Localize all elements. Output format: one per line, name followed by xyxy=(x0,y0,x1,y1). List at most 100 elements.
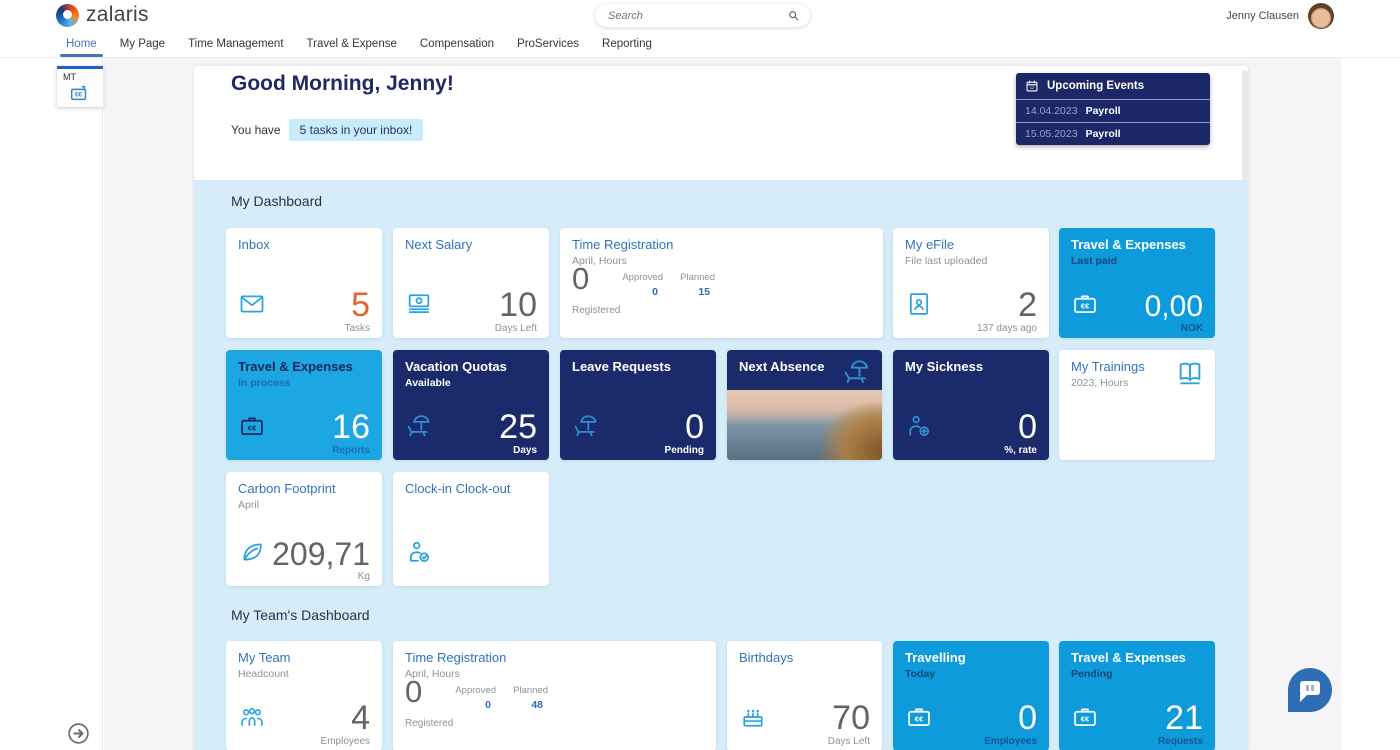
nav-tab-time-management[interactable]: Time Management xyxy=(188,37,284,50)
tile-unit: Days xyxy=(513,445,537,456)
tile-value: 0 xyxy=(685,408,704,446)
tile-title: Birthdays xyxy=(739,650,794,665)
tile-title: My Trainings xyxy=(1071,359,1145,374)
tile-title: Vacation Quotas xyxy=(405,359,507,374)
nav-tab-home[interactable]: Home xyxy=(60,34,103,57)
sidebar-shortcut-travel[interactable]: MT €€ xyxy=(57,66,103,107)
tile-title: My eFile xyxy=(905,237,955,252)
tile-title: Travelling xyxy=(905,650,966,665)
tile-my-trainings[interactable]: My Trainings 2023, Hours xyxy=(1059,350,1215,460)
tile-title: Travel & Expenses xyxy=(1071,650,1186,665)
tile-title: Travel & Expenses xyxy=(1071,237,1186,252)
tile-title: My Team xyxy=(238,650,291,665)
tile-time-registration-team[interactable]: Time Registration April, Hours 0 Registe… xyxy=(393,641,716,750)
tile-my-team[interactable]: My Team Headcount 4 Employees xyxy=(226,641,382,750)
tasks-prefix: You have xyxy=(231,123,281,137)
mail-icon xyxy=(238,290,266,318)
registered-label: Registered xyxy=(572,305,621,316)
main-nav: Home My Page Time Management Travel & Ex… xyxy=(0,33,1400,58)
tile-subtitle: Pending xyxy=(1071,668,1113,680)
tile-next-absence[interactable]: Next Absence xyxy=(727,350,882,460)
tile-unit: Days Left xyxy=(827,736,870,747)
tile-unit: Requests xyxy=(1157,736,1203,747)
event-date: 15.05.2023 xyxy=(1025,128,1078,140)
nav-tab-compensation[interactable]: Compensation xyxy=(419,37,495,50)
tile-my-efile[interactable]: My eFile File last uploaded 2 137 days a… xyxy=(893,228,1049,338)
tile-subtitle: Last paid xyxy=(1071,255,1118,267)
tile-subtitle: Today xyxy=(905,668,936,680)
nav-tab-proservices[interactable]: ProServices xyxy=(517,37,580,50)
tile-subtitle: File last uploaded xyxy=(905,255,988,267)
personnel-file-icon xyxy=(905,290,933,318)
calendar-icon: 12 xyxy=(1025,79,1039,93)
open-book-icon xyxy=(1175,357,1205,387)
chat-support-button[interactable] xyxy=(1288,668,1332,712)
search-bar[interactable] xyxy=(595,4,810,27)
tile-unit: Pending xyxy=(664,445,704,456)
tile-title: Leave Requests xyxy=(572,359,671,374)
approved-column: Approved 0 xyxy=(448,685,496,711)
tile-unit: Reports xyxy=(332,445,370,456)
nav-tab-my-page[interactable]: My Page xyxy=(119,37,166,50)
approved-label: Approved xyxy=(622,272,663,283)
search-icon[interactable] xyxy=(787,9,800,22)
tile-travel-expenses-in-process[interactable]: Travel & Expenses In process €€ 16 Repor… xyxy=(226,350,382,460)
search-input[interactable] xyxy=(595,9,787,22)
svg-text:€€: €€ xyxy=(248,423,257,432)
tile-my-sickness[interactable]: My Sickness 0 %, rate xyxy=(893,350,1049,460)
beach-umbrella-icon xyxy=(405,412,433,440)
expand-arrow-button[interactable] xyxy=(66,721,91,746)
chat-bubble-icon xyxy=(1300,681,1320,695)
registered-value: 0 xyxy=(405,674,423,709)
tile-value: 0 xyxy=(1018,699,1037,737)
tasks-badge[interactable]: 5 tasks in your inbox! xyxy=(288,119,424,141)
page-greeting: Good Morning, Jenny! xyxy=(231,72,454,95)
tile-vacation-quotas[interactable]: Vacation Quotas Available 25 Days xyxy=(393,350,549,460)
expense-receipt-icon: €€ xyxy=(68,82,90,104)
beach-umbrella-icon xyxy=(842,357,872,387)
svg-text:€€: €€ xyxy=(1081,714,1090,723)
svg-text:€€: €€ xyxy=(75,92,83,99)
tile-title: Time Registration xyxy=(405,650,507,665)
tile-value: 0 xyxy=(1018,408,1037,446)
svg-text:€€: €€ xyxy=(915,714,924,723)
tile-subtitle: April xyxy=(238,499,260,511)
tile-title: Carbon Footprint xyxy=(238,481,336,496)
expense-case-icon: €€ xyxy=(1071,703,1099,731)
svg-text:€€: €€ xyxy=(1081,301,1090,310)
tile-birthdays[interactable]: Birthdays 70 Days Left xyxy=(727,641,882,750)
svg-text:12: 12 xyxy=(1030,86,1034,90)
tile-title: Clock-in Clock-out xyxy=(405,481,511,496)
tile-inbox[interactable]: Inbox 5 Tasks xyxy=(226,228,382,338)
left-sidebar xyxy=(0,58,103,750)
tile-title: Time Registration xyxy=(572,237,674,252)
tile-subtitle: April, Hours xyxy=(405,668,460,680)
planned-label: Planned xyxy=(513,685,548,696)
tile-title: Inbox xyxy=(238,237,270,252)
planned-column: Planned 15 xyxy=(673,272,715,298)
tile-clock-in-out[interactable]: Clock-in Clock-out xyxy=(393,472,549,586)
user-menu[interactable]: Jenny Clausen xyxy=(1226,3,1334,29)
tile-value: 5 xyxy=(351,286,370,324)
planned-label: Planned xyxy=(680,272,715,283)
tile-travelling[interactable]: Travelling Today €€ 0 Employees xyxy=(893,641,1049,750)
tasks-summary: You have 5 tasks in your inbox! xyxy=(231,119,424,141)
upcoming-events-header: 12 Upcoming Events xyxy=(1016,73,1210,100)
user-name: Jenny Clausen xyxy=(1226,10,1299,22)
tile-next-salary[interactable]: Next Salary 10 Days Left xyxy=(393,228,549,338)
user-avatar[interactable] xyxy=(1308,3,1334,29)
tile-leave-requests[interactable]: Leave Requests 0 Pending xyxy=(560,350,716,460)
expense-case-icon: €€ xyxy=(1071,290,1099,318)
registered-label: Registered xyxy=(405,718,454,729)
coastal-photo xyxy=(727,390,882,460)
tile-time-registration-my[interactable]: Time Registration April, Hours 0 Registe… xyxy=(560,228,883,338)
brand-logo[interactable]: zalaris xyxy=(56,3,149,27)
tile-travel-expenses-last-paid[interactable]: Travel & Expenses Last paid €€ 0,00 NOK xyxy=(1059,228,1215,338)
tile-travel-expenses-pending[interactable]: Travel & Expenses Pending €€ 21 Requests xyxy=(1059,641,1215,750)
tile-carbon-footprint[interactable]: Carbon Footprint April 209,71 Kg xyxy=(226,472,382,586)
nav-tab-travel-expense[interactable]: Travel & Expense xyxy=(306,37,397,50)
tile-title: Next Absence xyxy=(739,359,825,374)
nav-tab-reporting[interactable]: Reporting xyxy=(602,37,652,50)
tile-value: 16 xyxy=(332,408,370,446)
